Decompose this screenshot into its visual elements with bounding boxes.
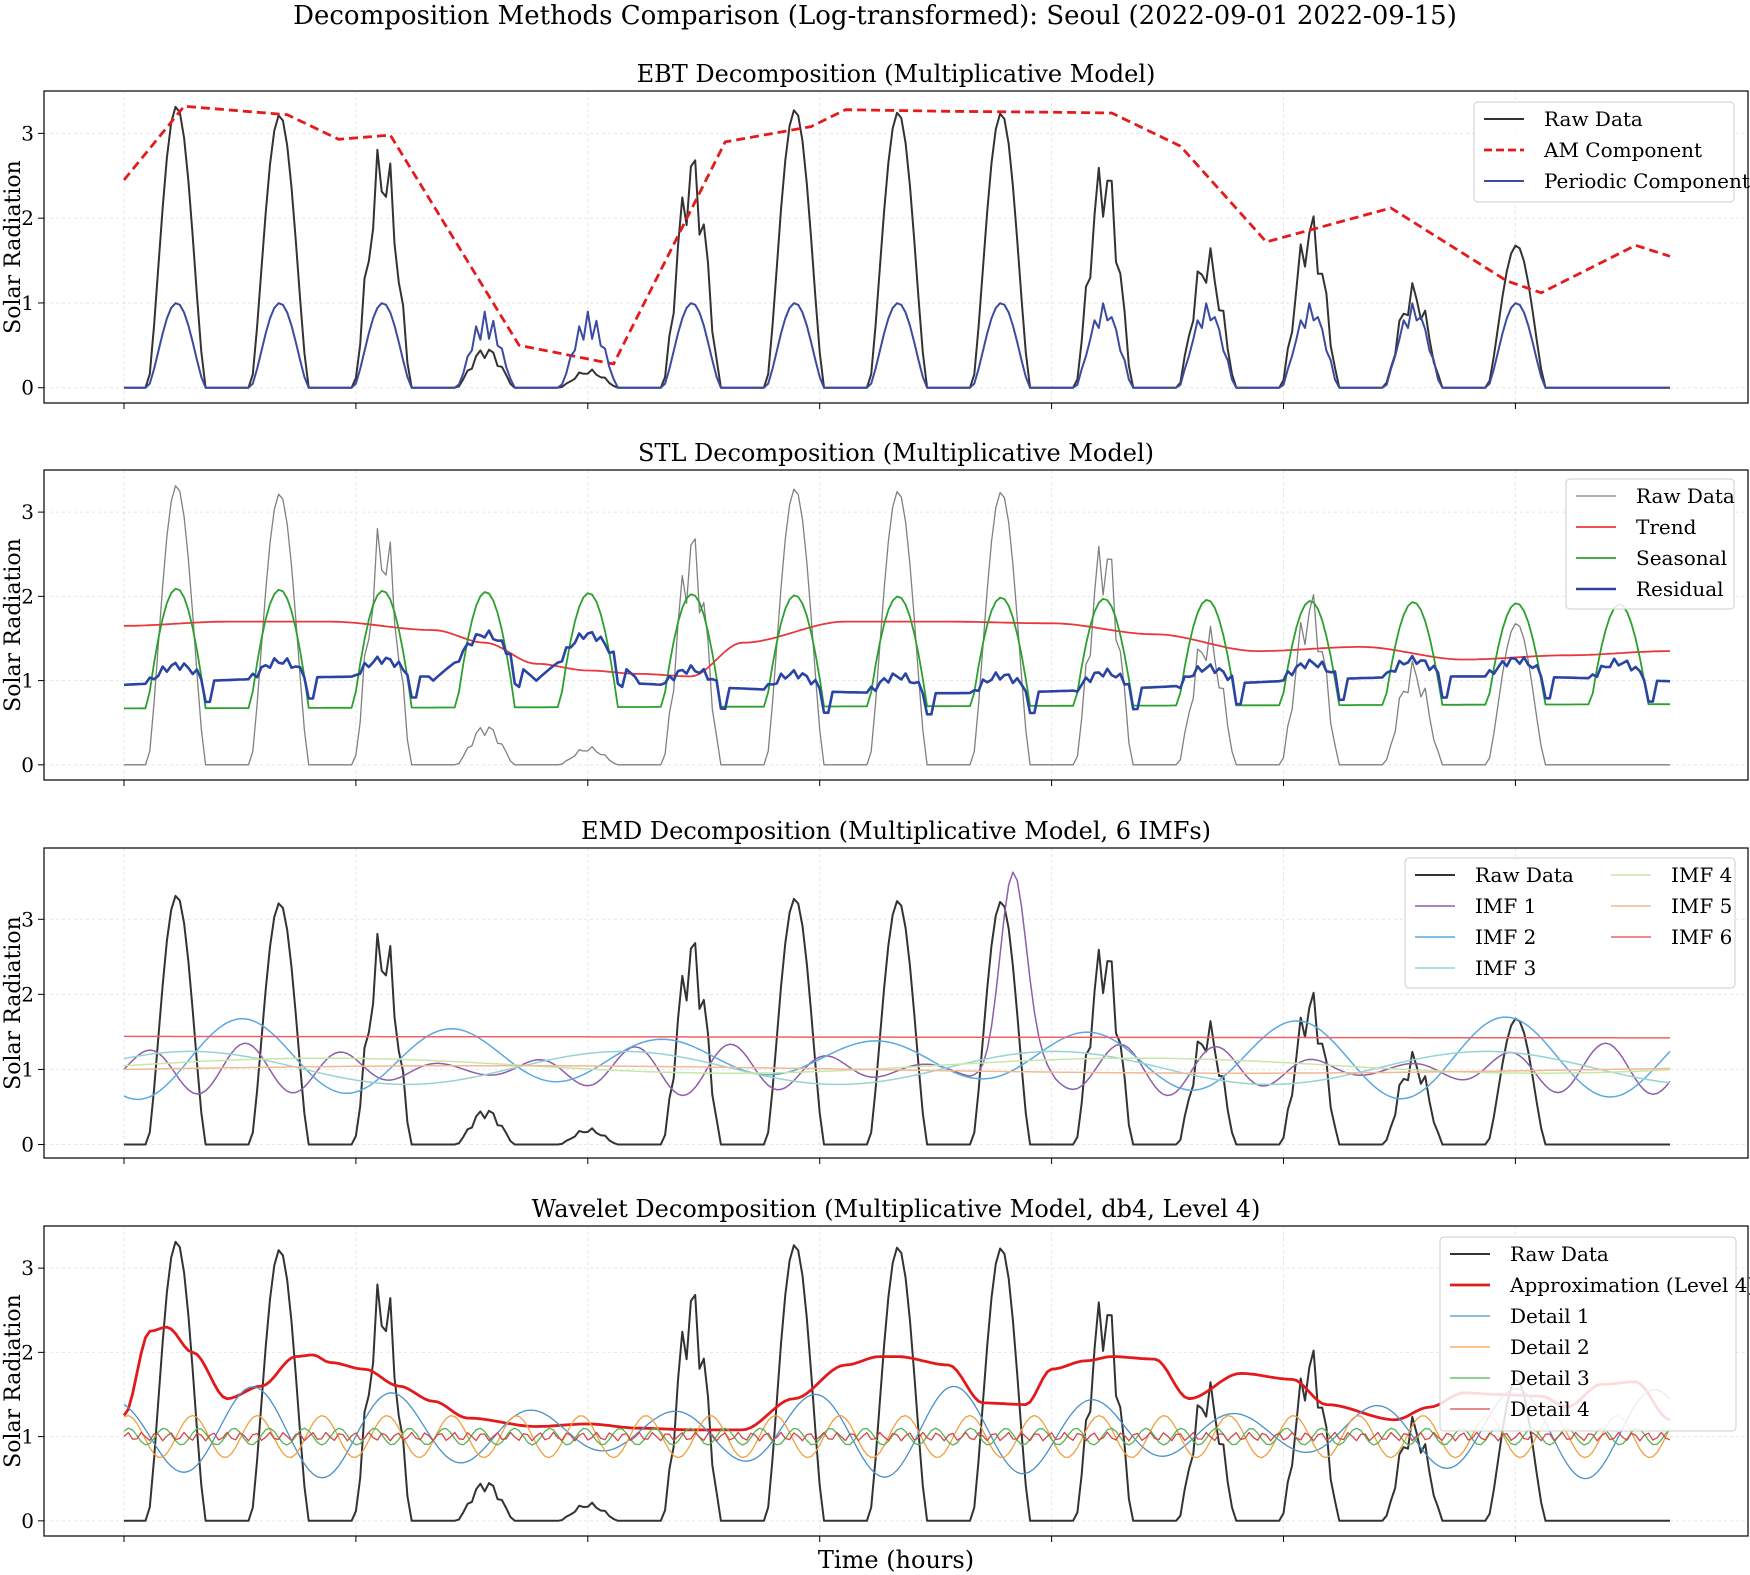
stl-legend-label: Residual	[1636, 577, 1724, 601]
stl-line-raw	[124, 485, 1670, 766]
ebt-legend: Raw Data AM Component Periodic Component	[1473, 101, 1750, 203]
emd-legend-label: IMF 4	[1671, 863, 1732, 887]
stl-line-trend	[124, 620, 1670, 678]
wavelet-legend-label: Detail 4	[1510, 1397, 1590, 1421]
x-axis-label: Time (hours)	[818, 1546, 974, 1574]
emd-legend-label: IMF 6	[1671, 925, 1732, 949]
wavelet-legend-label: Detail 1	[1510, 1304, 1590, 1328]
emd-line-raw	[124, 894, 1670, 1146]
ebt-legend-box	[1473, 101, 1735, 203]
ebt-ytick-label: 2	[21, 206, 34, 230]
panels: EBT Decomposition (Multiplicative Model)…	[1, 60, 1750, 1542]
ebt-ytick-label: 1	[21, 291, 34, 315]
wavelet-legend-label: Detail 2	[1510, 1335, 1590, 1359]
stl-axes-frame	[43, 469, 1749, 781]
wavelet-line-detail2	[123, 1414, 1671, 1459]
wavelet-legend-label: Detail 3	[1510, 1366, 1590, 1390]
emd-line-imf1	[123, 871, 1671, 1097]
wavelet-line-detail1	[123, 1385, 1671, 1480]
stl-line-residual	[123, 629, 1671, 716]
emd-legend-label: IMF 1	[1475, 894, 1536, 918]
emd-ytick-label: 0	[21, 1132, 34, 1156]
stl-title: STL Decomposition (Multiplicative Model)	[638, 439, 1154, 467]
emd-legend-box	[1404, 857, 1736, 989]
panel-stl: STL Decomposition (Multiplicative Model)…	[1, 439, 1749, 786]
emd-line-imf4	[123, 1057, 1671, 1074]
emd-grid	[44, 848, 1748, 1158]
stl-ytick-label: 2	[21, 584, 34, 608]
stl-legend-label: Trend	[1636, 515, 1697, 539]
stl-legend: Raw Data Trend Seasonal Residual	[1565, 478, 1735, 610]
ebt-ytick-label: 0	[21, 376, 34, 400]
ebt-line-am	[122, 104, 1671, 366]
ebt-line-raw	[124, 105, 1670, 389]
stl-series	[123, 485, 1671, 766]
wavelet-legend-box	[1439, 1236, 1737, 1432]
panel-wavelet: Wavelet Decomposition (Multiplicative Mo…	[1, 1195, 1750, 1542]
emd-ytick-label: 3	[21, 907, 34, 931]
stl-line-seasonal	[124, 587, 1670, 710]
ebt-legend-label: Raw Data	[1544, 107, 1643, 131]
wavelet-ytick-label: 0	[21, 1509, 34, 1533]
stl-ytick-label: 0	[21, 753, 34, 777]
emd-line-imf2	[123, 1016, 1671, 1101]
emd-ylabel: Solar Radiation	[1, 916, 26, 1090]
emd-ytick-label: 1	[21, 1057, 34, 1081]
stl-legend-label: Raw Data	[1636, 484, 1735, 508]
emd-line-imf5	[124, 1064, 1670, 1074]
wavelet-line-approx	[122, 1325, 1671, 1432]
wavelet-legend-label: Raw Data	[1510, 1242, 1609, 1266]
emd-ytick-label: 2	[21, 982, 34, 1006]
wavelet-line-raw	[124, 1240, 1670, 1522]
emd-legend-label: IMF 5	[1671, 894, 1732, 918]
stl-ylabel: Solar Radiation	[1, 538, 26, 712]
emd-legend-label: IMF 3	[1475, 956, 1536, 980]
wavelet-axes-frame	[43, 1225, 1749, 1537]
emd-legend-label: Raw Data	[1475, 863, 1574, 887]
wavelet-legend: Raw Data Approximation (Level 4) Detail 1 D…	[1439, 1236, 1750, 1432]
emd-line-imf3	[123, 1050, 1671, 1086]
emd-legend: Raw Data IMF 1 IMF 2 IMF 3 IMF 4 IMF 5 IMF 6	[1404, 857, 1736, 989]
stl-grid	[44, 470, 1748, 780]
emd-title: EMD Decomposition (Multiplicative Model,…	[581, 817, 1211, 845]
stl-ytick-label: 3	[21, 500, 34, 524]
ebt-ytick-label: 3	[21, 121, 34, 145]
emd-line-imf6	[124, 1035, 1670, 1039]
stl-legend-label: Seasonal	[1636, 546, 1727, 570]
stl-ytick-label: 1	[21, 669, 34, 693]
ebt-ylabel: Solar Radiation	[1, 160, 26, 334]
ebt-legend-label: AM Component	[1543, 138, 1702, 162]
wavelet-ytick-label: 1	[21, 1425, 34, 1449]
wavelet-ytick-label: 2	[21, 1340, 34, 1364]
emd-axes-frame	[43, 847, 1749, 1159]
ebt-legend-label: Periodic Component	[1544, 169, 1750, 193]
emd-series	[123, 871, 1671, 1146]
ebt-axes-frame	[43, 90, 1749, 404]
ebt-series	[122, 104, 1671, 389]
panel-ebt: EBT Decomposition (Multiplicative Model)…	[1, 60, 1750, 409]
wavelet-ytick-label: 3	[21, 1256, 34, 1280]
wavelet-series	[122, 1240, 1671, 1522]
emd-legend-label: IMF 2	[1475, 925, 1536, 949]
wavelet-ylabel: Solar Radiation	[1, 1294, 26, 1468]
ebt-line-periodic	[124, 302, 1670, 389]
wavelet-line-detail4	[123, 1431, 1671, 1442]
wavelet-legend-label: Approximation (Level 4)	[1509, 1273, 1750, 1297]
wavelet-title: Wavelet Decomposition (Multiplicative Mo…	[532, 1195, 1261, 1223]
panel-emd: EMD Decomposition (Multiplicative Model,…	[1, 817, 1749, 1164]
ebt-title: EBT Decomposition (Multiplicative Model)	[637, 60, 1156, 88]
stl-legend-box	[1565, 478, 1735, 610]
figure-title: Decomposition Methods Comparison (Log-tr…	[293, 1, 1457, 31]
